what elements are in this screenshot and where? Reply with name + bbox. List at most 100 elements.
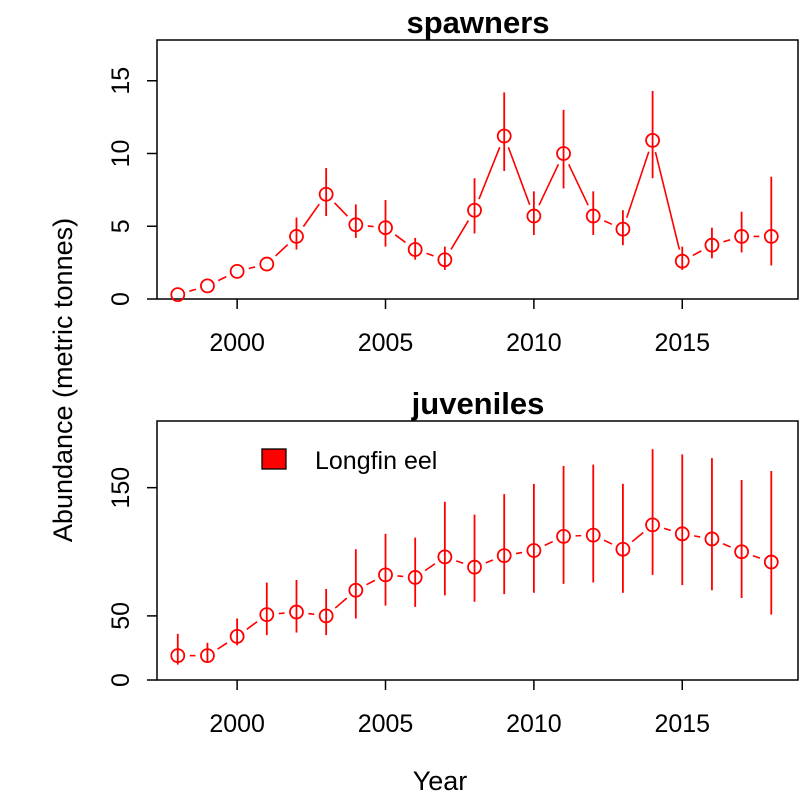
data-point [259,256,275,272]
y-tick-label: 15 [107,67,135,95]
y-axis-label: Abundance (metric tonnes) [48,218,78,542]
series-line-segment [538,163,560,206]
data-point [318,186,334,202]
data-point [259,607,275,623]
legend-swatch [261,448,287,470]
data-point [526,208,542,224]
series-line-segment [334,597,348,609]
legend: Longfin eel [261,447,437,475]
data-point [348,217,364,233]
series-line-segment [544,540,554,547]
data-point [734,229,750,244]
data-point [200,278,215,294]
x-tick-label: 2005 [358,710,414,738]
data-point [585,208,601,224]
y-tick-label: 0 [107,292,135,306]
data-point [674,253,690,269]
data-point [763,554,779,570]
data-point [437,549,453,565]
data-point [289,229,304,244]
series-line-segment [631,531,644,543]
y-tick-label: 150 [107,467,135,509]
series-line-segment [189,288,197,293]
series-line-segment [752,554,761,559]
data-point [229,263,245,279]
data-point [556,146,571,161]
data-point [585,527,601,543]
legend-label: Longfin eel [315,447,437,475]
series-line-segment [248,266,256,270]
series-line-segment [722,542,731,548]
x-axis-label: Year [413,766,468,796]
y-tick-label: 5 [107,219,135,233]
series-line-segment [275,244,289,257]
data-point [348,582,364,598]
x-tick-label: 2005 [358,329,414,357]
plot-frame [156,420,799,681]
series-line-segment [217,642,228,650]
data-point [170,287,186,303]
series-line-segment [308,612,315,616]
panel-juveniles: juveniles 0 50 150 2000 2005 2010 2015 [107,386,799,738]
data-point [496,548,512,564]
data-point [556,528,571,544]
series-line-segment [515,551,523,555]
panel-title: juveniles [411,386,545,421]
series-line-segment [507,147,531,206]
data-point [734,544,750,560]
data-point [645,517,660,533]
series-line-segment [567,163,589,206]
data-point [615,541,631,557]
x-tick-label: 2010 [506,710,562,738]
plot-frame [156,39,799,300]
data-point [763,229,779,244]
data-point [378,567,393,583]
data-point [467,559,482,575]
data-point [289,604,304,620]
y-tick-label: 10 [107,140,135,168]
panel-title: spawners [406,5,549,40]
data-point [674,526,690,542]
data-point [467,202,482,218]
x-tick-label: 2000 [209,710,265,738]
data-point [170,648,186,664]
data-point [615,221,631,237]
series-line-segment [654,151,681,250]
x-tick-label: 2015 [654,329,710,357]
series-line-segment [246,621,258,630]
series-line-segment [455,560,464,565]
panels: spawners 0 5 10 15 2000 2005 2010 2015 juveniles 0… [107,5,799,738]
series-line-segment [485,559,494,564]
data-point [407,242,423,257]
series-line-segment [394,234,406,244]
series-line-segment [450,220,470,250]
x-tick-label: 2010 [506,329,562,357]
data-point [526,543,542,558]
data-point [645,132,660,148]
series-line-segment [426,252,434,257]
series-line-segment [424,563,436,572]
series-line-segment [603,539,613,545]
x-tick-label: 2000 [209,329,265,357]
series-line-segment [217,275,227,282]
series-line-segment [478,146,501,200]
series-line-segment [692,250,702,257]
data-point [318,608,334,624]
y-tick-label: 50 [107,602,135,630]
data-point [200,648,215,664]
series-line-segment [333,202,349,217]
series-line-segment [603,220,613,226]
x-tick-label: 2015 [654,710,710,738]
data-point [496,128,512,144]
series-line-segment [625,151,650,219]
series-line-segment [302,203,320,228]
panel-spawners: spawners 0 5 10 15 2000 2005 2010 2015 [107,5,799,357]
data-point [378,220,393,236]
data-point [704,237,720,253]
series-line-segment [723,239,731,243]
series-line-segment [663,527,672,532]
data-point [229,629,245,644]
data-point [704,531,720,547]
data-point [407,570,423,585]
